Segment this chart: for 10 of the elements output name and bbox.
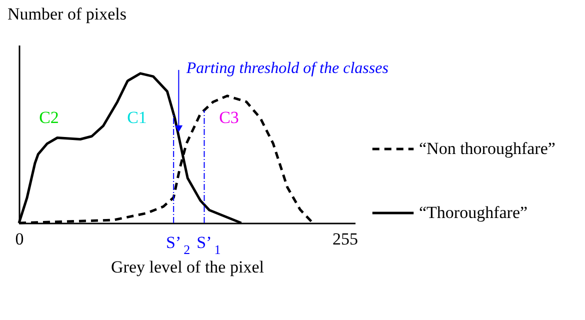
x-tick-label: 0 [15, 230, 24, 248]
legend-label: “Non thoroughfare” [419, 139, 556, 158]
annotation: Parting threshold of the classes [185, 60, 388, 78]
annotation: C1 [127, 108, 147, 127]
y-axis-title: Number of pixels [8, 4, 126, 24]
x-axis-title: Grey level of the pixel [111, 258, 264, 276]
annotation: C2 [39, 108, 59, 127]
annotation: C3 [219, 108, 239, 127]
legend-label: “Thoroughfare” [419, 203, 528, 222]
x-tick-label: 255 [332, 230, 358, 248]
